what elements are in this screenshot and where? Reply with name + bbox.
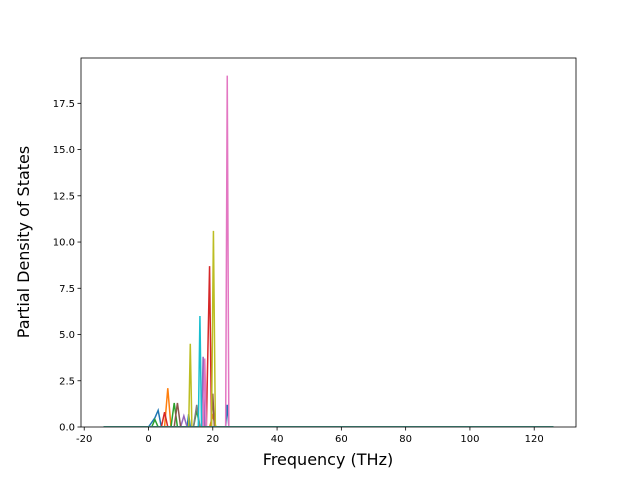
- x-tick-label: 20: [206, 434, 219, 445]
- pdos-line: [103, 316, 554, 427]
- x-tick-label: 120: [525, 434, 544, 445]
- y-axis-label: Partial Density of States: [14, 146, 33, 338]
- pdos-line: [103, 230, 554, 427]
- x-tick-label: 80: [399, 434, 412, 445]
- pdos-line: [103, 75, 554, 427]
- lines: [103, 75, 554, 427]
- y-tick-label: 12.5: [53, 191, 75, 202]
- x-tick-label: 0: [145, 434, 151, 445]
- pdos-line: [103, 356, 554, 427]
- x-tick-label: 40: [271, 434, 284, 445]
- y-tick-label: 17.5: [53, 99, 75, 110]
- x-tick-label: -20: [76, 434, 92, 445]
- pdos-line: [103, 393, 554, 427]
- y-tick-label: 15.0: [53, 145, 75, 156]
- y-tick-label: 5.0: [59, 330, 75, 341]
- x-tick-label: 60: [335, 434, 348, 445]
- x-axis-label: Frequency (THz): [263, 450, 393, 469]
- axes-frame: [80, 57, 577, 428]
- y-tick-label: 7.5: [59, 284, 75, 295]
- y-tick-label: 0.0: [59, 423, 75, 434]
- y-tick-label: 2.5: [59, 376, 75, 387]
- y-tick-label: 10.0: [53, 238, 75, 249]
- pdos-line: [103, 404, 554, 427]
- plot-area: [81, 58, 576, 427]
- pdos-line: [103, 404, 554, 427]
- x-tick-label: 100: [460, 434, 479, 445]
